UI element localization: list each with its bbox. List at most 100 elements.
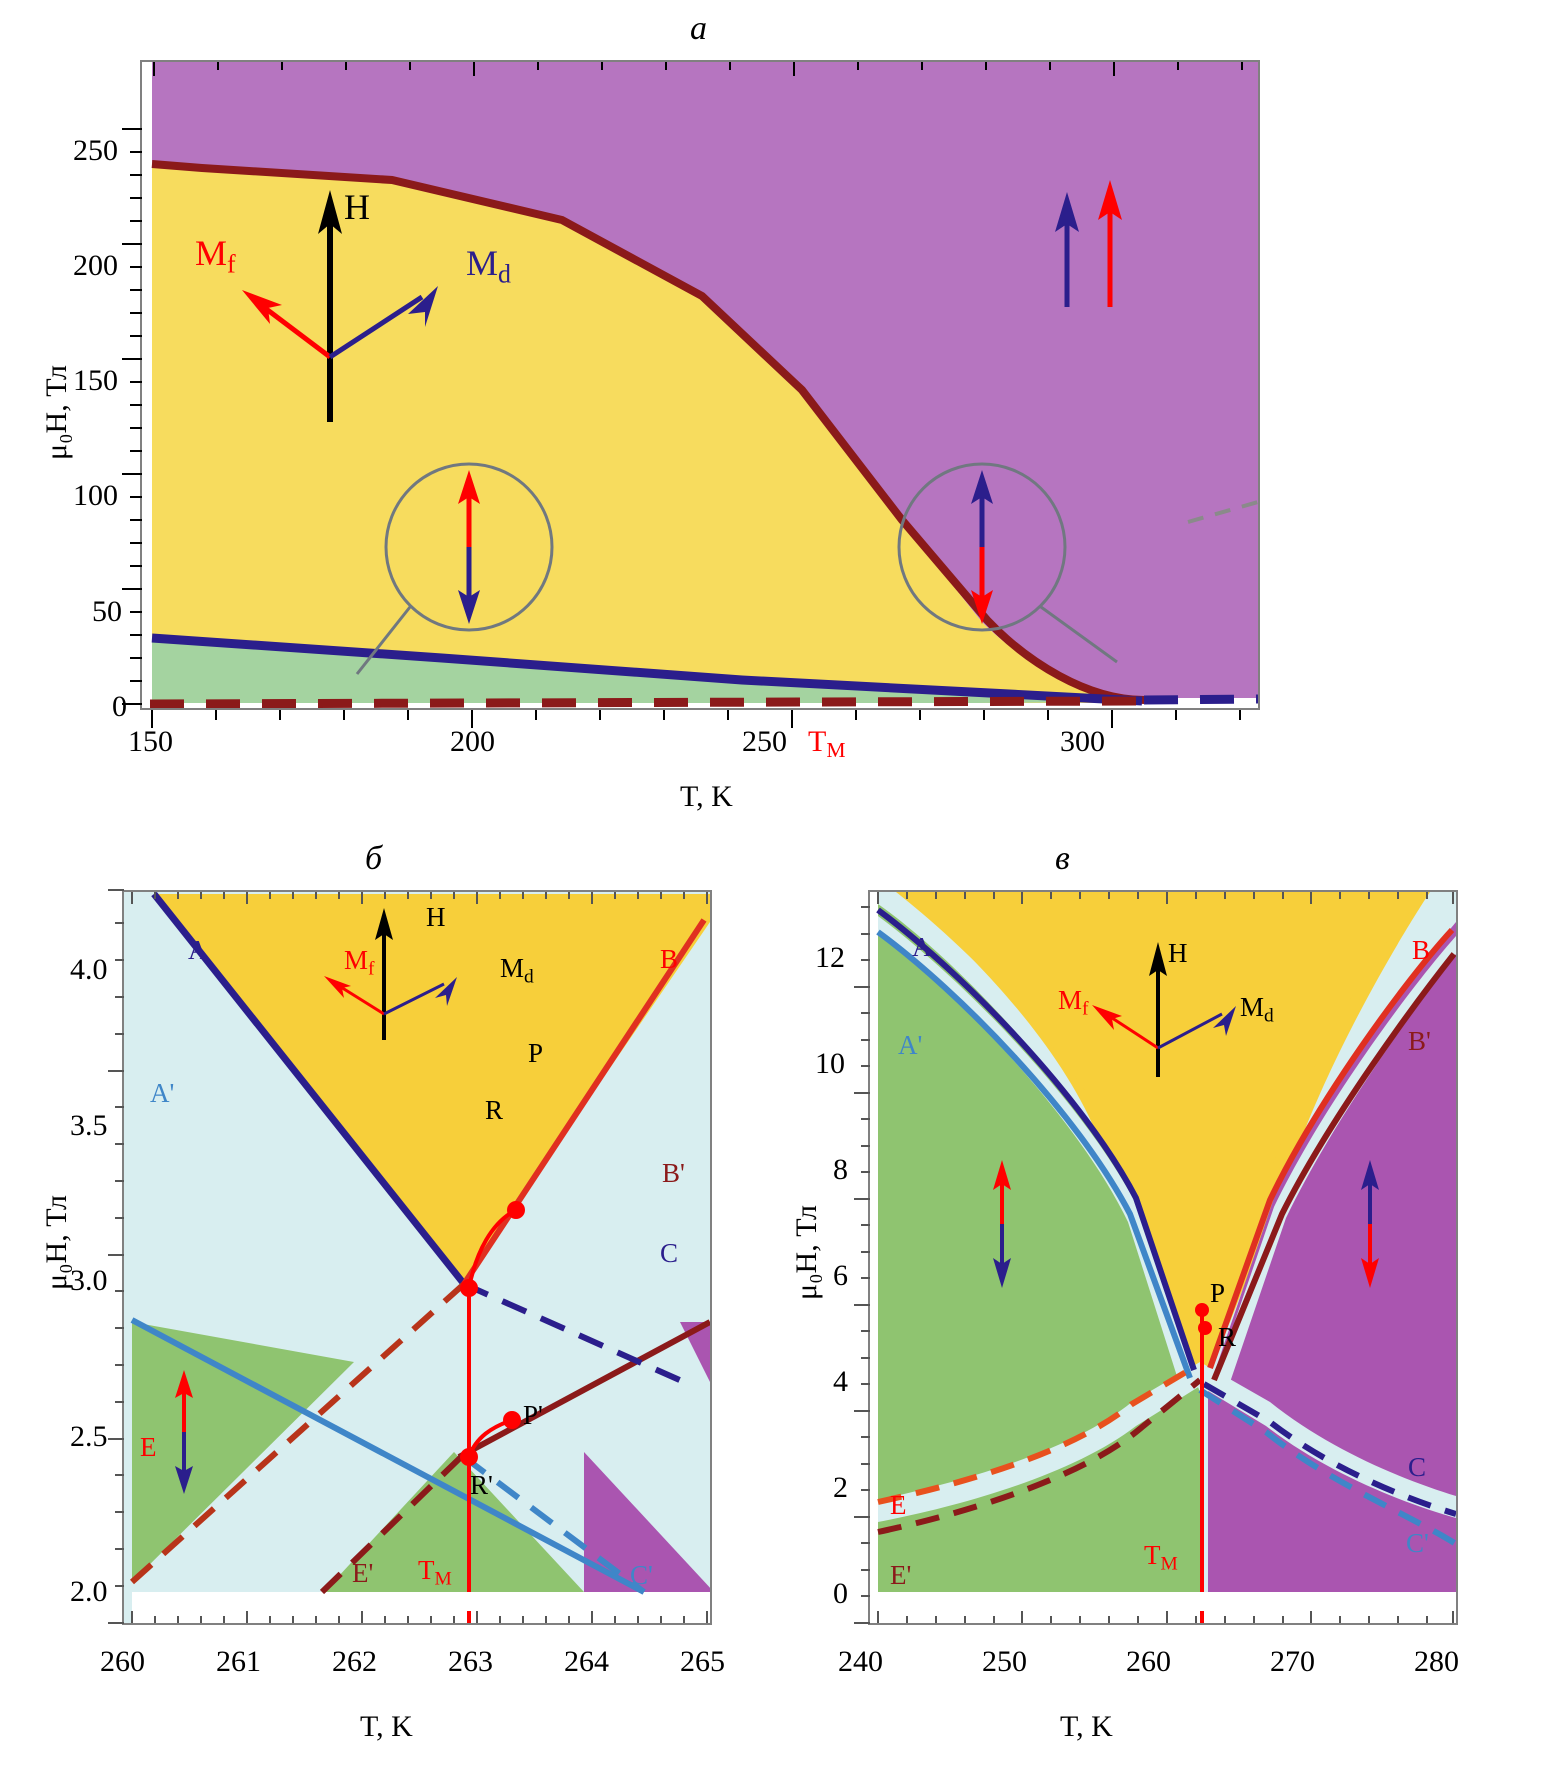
panel-a-curve-C-dashed: [1143, 694, 1258, 705]
panel-c-label-R: R: [1218, 1322, 1237, 1352]
panel-c-band-bottom: [878, 1362, 1456, 1522]
panel-b-ytick-2.5: 2.5: [70, 1420, 108, 1453]
panel-b-point-Pprime: [503, 1411, 521, 1429]
panel-b-xtick-260: 260: [100, 1645, 145, 1678]
panel-c-curve-Aprime: [876, 929, 1193, 1380]
panel-b-label-Md-sub: d: [524, 966, 534, 988]
panel-c-curve-E: [877, 1363, 1198, 1505]
panel-a-label-Mf: Mf: [195, 232, 236, 279]
panel-b-ytick-3.0: 3.0: [70, 1264, 108, 1297]
panel-a-plot: [140, 60, 1260, 710]
panel-c-svg: [870, 892, 1456, 1623]
panel-c-label-Md-sub: d: [1264, 1005, 1274, 1027]
panel-b-vector-triad: [324, 908, 457, 1040]
panel-c-ytick-12: 12: [815, 941, 845, 974]
panel-a-vector-triad: [242, 190, 438, 422]
panel-b-xtick-265: 265: [680, 1645, 725, 1678]
panel-a-xlabel: T, K: [680, 780, 733, 813]
panel-c-label-B: B: [1412, 935, 1431, 965]
panel-b-region-purple-bottom: [584, 1452, 710, 1592]
panel-c-label-Eprime: E': [890, 1560, 912, 1590]
panel-c-curve-B: [1207, 927, 1455, 1370]
panel-b-label-H: H: [426, 902, 446, 932]
panel-b-label-Eprime: E': [352, 1558, 374, 1588]
panel-b-curve-Cprime: [462, 1454, 646, 1595]
panel-c-plot: [868, 890, 1458, 1625]
panel-b-label-Mf-sub: f: [368, 958, 375, 980]
panel-b-xlabel: T, K: [360, 1710, 413, 1743]
panel-a-ytick-0: 0: [112, 690, 127, 723]
panel-a-label-Md-sub: d: [498, 259, 511, 289]
panel-a-inset-right: [897, 462, 1118, 664]
panel-c-ytick-10: 10: [815, 1047, 845, 1080]
panel-a-xaxis-ticks: [151, 710, 1241, 728]
panel-b-curve-E: [129, 1281, 467, 1585]
panel-c-curve-A: [876, 907, 1197, 1371]
panel-c-xtick-250: 250: [982, 1645, 1027, 1678]
panel-a-inset-left: [355, 462, 554, 675]
panel-b-bottom-ticks: [131, 1611, 708, 1623]
panel-b-ytick-2.0: 2.0: [70, 1575, 108, 1608]
panel-c-arrows-purple: [1361, 1160, 1379, 1288]
panel-c-label-Md: Md: [1240, 992, 1274, 1027]
panel-c-label-A: A: [912, 932, 932, 962]
panel-a-ytick-50: 50: [92, 595, 122, 628]
panel-a-xtick-250: 250: [742, 725, 787, 758]
panel-c-label-C: C: [1408, 1452, 1427, 1482]
panel-c-bottom-ticks: [877, 1611, 1454, 1623]
panel-c-ytick-2: 2: [833, 1471, 848, 1504]
panel-b-label-C: C: [660, 1238, 679, 1268]
panel-a-label-Mf-text: M: [195, 233, 228, 273]
panel-b-curve-A: [151, 892, 467, 1287]
panel-c-ytick-8: 8: [833, 1153, 848, 1186]
panel-b-plot: [122, 890, 712, 1625]
panel-c-tm-t: T: [1144, 1540, 1161, 1570]
panel-c-xtick-240: 240: [838, 1645, 883, 1678]
panel-b-arrows-green: [175, 1370, 193, 1494]
panel-c-curve-Bprime: [1211, 952, 1456, 1382]
panel-b-label-Mf-text: M: [344, 945, 369, 975]
panel-b-curve-Eprime: [319, 1454, 464, 1595]
panel-b-ylabel-text: μ₀H, Тл: [40, 1194, 73, 1290]
panel-a-top-ticks: [153, 62, 1243, 76]
panel-a-svg: [142, 62, 1258, 708]
panel-c-bottom-gap: [870, 1592, 1456, 1623]
panel-c-curve-C: [1202, 1381, 1456, 1517]
panel-b-point-R: [460, 1279, 478, 1297]
panel-b-xtick-262: 262: [332, 1645, 377, 1678]
panel-a-ytick-150: 150: [73, 364, 118, 397]
panel-b-tm-sub: M: [434, 1568, 452, 1590]
panel-b-label-Md: Md: [500, 953, 534, 988]
panel-a-ytick-250: 250: [73, 134, 118, 167]
panel-a-ytick-100: 100: [73, 479, 118, 512]
panel-b-xtick-263: 263: [448, 1645, 493, 1678]
panel-c-curve-Cprime: [1198, 1387, 1456, 1547]
panel-b-point-P: [507, 1201, 525, 1219]
panel-b-point-Rprime: [460, 1448, 478, 1466]
panel-b-title: б: [365, 840, 383, 877]
panel-a-tm-t: T: [808, 725, 827, 758]
panel-c-xtick-260: 260: [1126, 1645, 1171, 1678]
panel-c-label-Mf-sub: f: [1082, 998, 1089, 1020]
panel-c-label-Bprime: B': [1408, 1026, 1431, 1056]
panel-c-xtick-280: 280: [1414, 1645, 1459, 1678]
panel-b-label-B: B: [660, 944, 679, 974]
panel-a-curve-dashed-gray: [1187, 500, 1258, 524]
panel-b-ylabel: μ₀H, Тл: [40, 1195, 74, 1290]
panel-a-title: а: [690, 10, 707, 47]
panel-b-label-Mf: Mf: [344, 945, 375, 980]
panel-b-yaxis-ticks: [108, 889, 124, 1624]
panel-c-label-Mf-text: M: [1058, 985, 1083, 1015]
panel-c-yaxis-ticks: [854, 906, 870, 1624]
panel-b-label-Bprime: B': [662, 1158, 685, 1188]
panel-c-label-Mf: Mf: [1058, 985, 1089, 1020]
panel-a-yaxis-ticks: [122, 128, 142, 705]
panel-c-label-Aprime: A': [898, 1030, 923, 1060]
panel-c-vector-triad: [1092, 942, 1236, 1077]
panel-b-tm-t: T: [418, 1555, 435, 1585]
panel-a-baseline-gap: [142, 703, 1258, 708]
panel-c-label-Md-text: M: [1240, 992, 1265, 1022]
panel-b-label-E: E: [140, 1432, 157, 1462]
panel-c-label-E: E: [890, 1490, 907, 1520]
panel-b-label-Md-text: M: [500, 953, 525, 983]
